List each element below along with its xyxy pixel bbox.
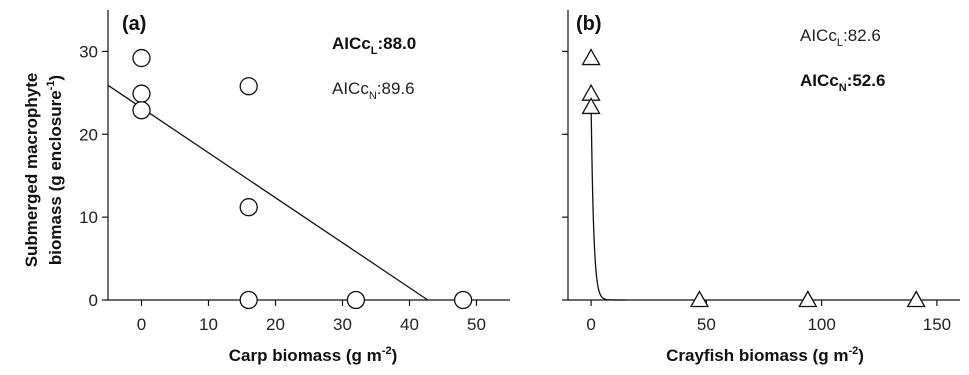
x-tick-label: 100 <box>807 315 835 334</box>
y-axis-title-superscript: -1 <box>45 81 57 91</box>
data-point-triangle <box>689 290 710 308</box>
panel-b-aic-linear: AICcL:82.6 <box>800 26 881 49</box>
x-tick-label: 10 <box>199 315 218 334</box>
x-tick-label: 20 <box>266 315 285 334</box>
data-point-triangle <box>581 48 601 66</box>
panel-a-axes <box>107 10 510 301</box>
panel-b: 0 50 100 150 (b) AICcL:82.6 AICcN:52.6 Cray… <box>562 10 960 365</box>
panel-b-data-points <box>581 48 926 308</box>
data-point-circle <box>132 84 151 103</box>
y-tick-label: 30 <box>79 42 98 61</box>
panel-b-y-ticks <box>562 50 568 301</box>
panel-a-linear-fit-line <box>107 84 428 301</box>
panel-b-axes <box>567 10 960 301</box>
data-point-circle <box>239 290 258 310</box>
panel-b-exponential-fit-curve <box>590 101 626 301</box>
x-tick-label: 30 <box>333 315 352 334</box>
y-tick-label: 0 <box>89 291 98 310</box>
x-tick-label: 0 <box>137 315 146 334</box>
x-tick-label: 50 <box>467 315 486 334</box>
data-point-circle <box>239 198 258 217</box>
x-tick-label: 0 <box>586 315 595 334</box>
y-axis-title-line2: biomass (g enclosure-1) <box>45 75 65 265</box>
data-point-circle <box>132 48 151 68</box>
panel-a-y-ticks: 0 10 20 30 <box>79 42 108 310</box>
x-tick-label: 50 <box>697 315 716 334</box>
panel-a-aic-linear: AICcL:88.0 <box>332 34 416 57</box>
data-point-triangle <box>906 290 926 308</box>
data-point-circle <box>239 77 258 96</box>
data-point-triangle <box>798 290 818 308</box>
data-point-circle <box>453 290 473 310</box>
panel-a-x-ticks: 0 10 20 30 40 50 <box>137 300 486 334</box>
y-axis-title: Submerged macrophyte <box>22 73 41 268</box>
panel-b-x-ticks: 0 50 100 150 <box>586 300 951 334</box>
panel-a-data-points <box>132 48 473 310</box>
y-tick-label: 20 <box>79 125 98 144</box>
panel-b-x-axis-title: Crayfish biomass (g m-2) <box>666 345 864 365</box>
panel-a: 0 10 20 30 0 10 20 30 40 50 (a) AICcL:88.0 AICcN… <box>79 10 510 365</box>
panel-a-x-axis-title: Carp biomass (g m-2) <box>229 345 398 365</box>
x-tick-label: 150 <box>923 315 951 334</box>
panel-b-label: (b) <box>576 13 602 35</box>
y-tick-label: 10 <box>79 208 98 227</box>
data-point-circle <box>132 101 151 120</box>
panel-b-aic-nonlinear: AICcN:52.6 <box>800 71 885 94</box>
data-point-circle <box>346 290 366 310</box>
panel-a-label: (a) <box>122 13 146 35</box>
panel-a-aic-nonlinear: AICcN:89.6 <box>332 79 415 102</box>
data-point-triangle <box>581 97 601 115</box>
x-tick-label: 40 <box>400 315 419 334</box>
y-axis-title-line1: Submerged macrophyte <box>22 73 41 268</box>
